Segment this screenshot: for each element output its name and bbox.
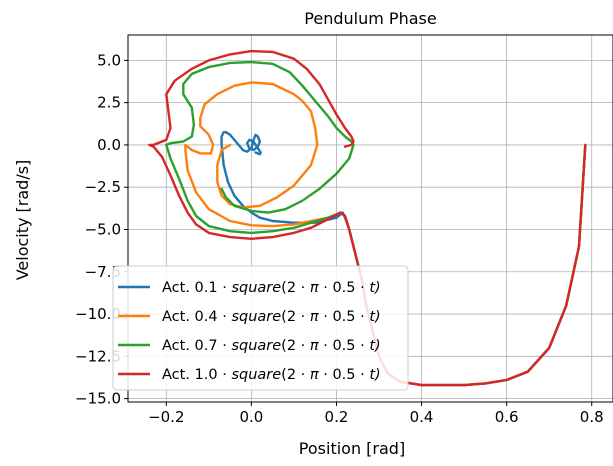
y-tick-label: 2.5 [97,94,121,112]
y-tick-label: −7.5 [85,263,121,281]
series-layer [148,49,587,387]
y-tick-label: −5.0 [85,220,121,238]
legend-entry: Act. 0.1 · square(2 · π · 0.5 · t) [162,280,381,296]
y-tick-label: −15.0 [75,390,121,408]
legend-entry: Act. 0.7 · square(2 · π · 0.5 · t) [162,338,381,354]
y-tick-label: 0.0 [97,136,121,154]
x-tick-label: 0.6 [495,408,519,426]
legend-entry: Act. 1.0 · square(2 · π · 0.5 · t) [162,367,381,383]
x-tick-label: −0.2 [148,408,184,426]
series-line-4 [148,49,587,387]
x-ticks: −0.2 0.0 0.2 0.4 0.6 0.8 [148,402,604,426]
y-ticks: 5.0 2.5 0.0 −2.5 −5.0 −7.5 −10.0 −12.5 −15.0 [75,51,128,408]
y-tick-label: 5.0 [97,51,121,69]
y-tick-label: −10.0 [75,305,121,323]
y-tick-label: −12.5 [75,347,121,365]
legend: Act. 0.1 · square(2 · π · 0.5 · t) Act. 0… [112,265,409,391]
y-tick-label: −2.5 [85,178,121,196]
x-tick-label: 0.4 [410,408,434,426]
legend-box [112,265,409,391]
x-tick-label: 0.0 [239,408,263,426]
plot-frame [127,34,613,403]
y-axis-label: Velocity [rad/s] [13,160,32,281]
legend-entry: Act. 0.4 · square(2 · π · 0.5 · t) [162,309,381,325]
x-axis-label: Position [rad] [299,439,405,458]
chart-title: Pendulum Phase [304,9,436,28]
x-tick-label: 0.8 [580,408,604,426]
x-tick-label: 0.2 [325,408,349,426]
